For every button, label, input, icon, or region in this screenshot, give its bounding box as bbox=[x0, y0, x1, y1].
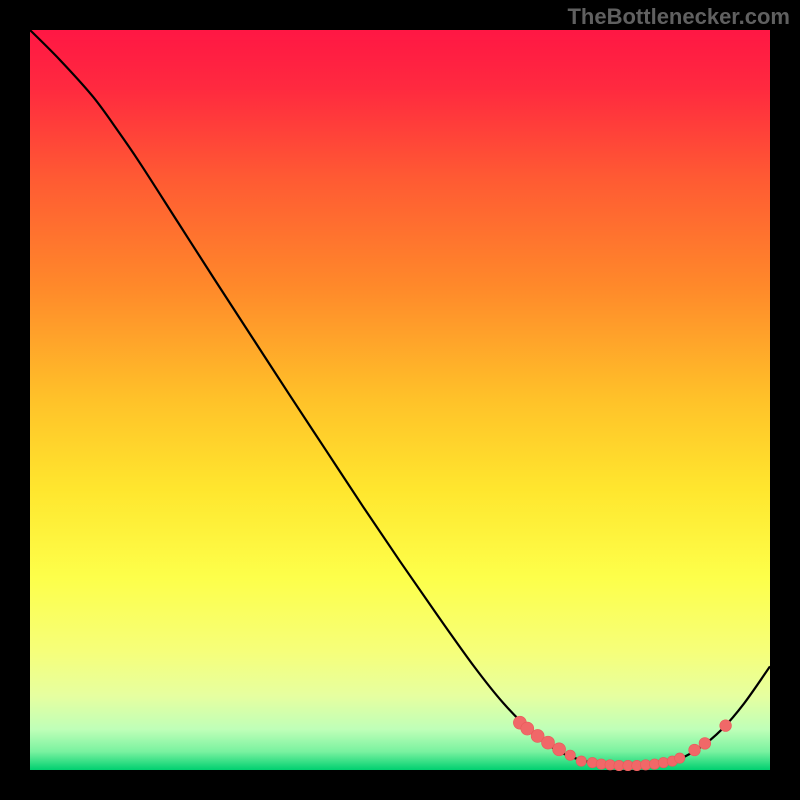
data-marker bbox=[565, 750, 575, 760]
data-marker bbox=[720, 720, 732, 732]
data-marker bbox=[689, 744, 701, 756]
data-marker bbox=[576, 756, 586, 766]
data-marker bbox=[553, 743, 566, 756]
data-marker bbox=[542, 736, 555, 749]
data-marker bbox=[675, 753, 685, 763]
data-marker bbox=[699, 738, 711, 750]
chart-container: { "watermark": { "text": "TheBottlenecke… bbox=[0, 0, 800, 800]
chart-svg bbox=[0, 0, 800, 800]
plot-background bbox=[30, 30, 770, 770]
watermark-text: TheBottlenecker.com bbox=[567, 4, 790, 30]
